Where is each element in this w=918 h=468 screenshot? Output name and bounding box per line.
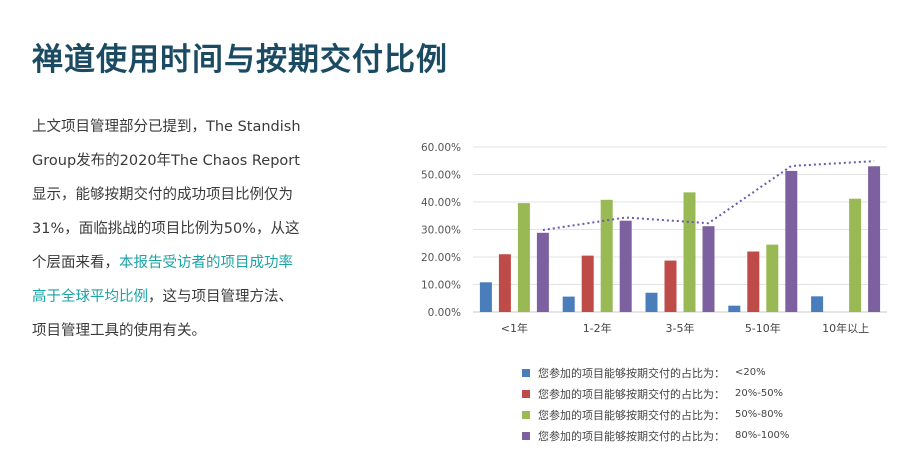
trend-line	[542, 160, 875, 232]
bar	[728, 305, 741, 312]
legend-label: 您参加的项目能够按期交付的占比为：	[538, 408, 725, 422]
x-tick-label: 3-5年	[666, 321, 695, 335]
bar	[683, 192, 696, 312]
chart-legend: 您参加的项目能够按期交付的占比为： <20% 您参加的项目能够按期交付的占比为： 20…	[522, 362, 789, 446]
legend-range: <20%	[735, 367, 766, 378]
y-tick-label: 60.00%	[421, 142, 461, 154]
legend-swatch	[522, 389, 530, 398]
legend-item: 您参加的项目能够按期交付的占比为： 20%-50%	[522, 383, 789, 404]
bar	[498, 254, 511, 312]
legend-range: 80%-100%	[735, 430, 790, 441]
paragraph-text-end: ，这与项目管理方法、项目管理工具的使用有关。	[32, 289, 293, 339]
chart-svg: 0.00% 10.00% 20.00% 30.00% 40.00% 50.00% 60.00…	[421, 142, 887, 335]
y-tick-label: 10.00%	[421, 280, 461, 292]
bar	[868, 166, 881, 312]
legend-item: 您参加的项目能够按期交付的占比为： <20%	[522, 362, 789, 383]
bar	[562, 296, 575, 312]
bar	[849, 198, 862, 312]
bar	[517, 203, 530, 312]
bar	[664, 260, 677, 312]
bar	[479, 282, 492, 312]
legend-range: 20%-50%	[735, 388, 784, 399]
bar-chart: 0.00% 10.00% 20.00% 30.00% 40.00% 50.00% 60.00…	[405, 135, 895, 344]
legend-label: 您参加的项目能够按期交付的占比为：	[538, 387, 725, 401]
x-tick-label: 10年以上	[822, 321, 869, 335]
bar	[785, 170, 798, 312]
legend-item: 您参加的项目能够按期交付的占比为： 50%-80%	[522, 404, 789, 425]
x-tick-label: <1年	[501, 321, 528, 335]
legend-swatch	[522, 368, 530, 377]
highlighted-text: 本报告受访者的项目成功率高于全球平均比例	[32, 255, 293, 305]
x-tick-label: 5-10年	[745, 321, 781, 335]
y-tick-label: 20.00%	[421, 252, 461, 264]
body-paragraph: 上文项目管理部分已提到，The Standish Group发布的2020年Th…	[32, 110, 302, 348]
y-tick-label: 30.00%	[421, 225, 461, 237]
legend-label: 您参加的项目能够按期交付的占比为：	[538, 366, 725, 380]
legend-range: 50%-80%	[735, 409, 784, 420]
bar	[581, 255, 594, 312]
y-tick-label: 40.00%	[421, 197, 461, 209]
y-tick-label: 0.00%	[428, 307, 461, 319]
bar	[747, 251, 760, 312]
bar	[645, 292, 658, 312]
legend-item: 您参加的项目能够按期交付的占比为： 80%-100%	[522, 425, 789, 446]
page-title: 禅道使用时间与按期交付比例	[32, 42, 448, 78]
legend-swatch	[522, 431, 530, 440]
bar	[600, 199, 613, 312]
y-tick-label: 50.00%	[421, 170, 461, 182]
x-tick-label: 1-2年	[583, 321, 612, 335]
bar	[536, 232, 549, 312]
paragraph-text: 上文项目管理部分已提到，The Standish Group发布的2020年Th…	[32, 119, 301, 271]
bar	[766, 244, 779, 312]
bar	[811, 296, 824, 312]
legend-label: 您参加的项目能够按期交付的占比为：	[538, 429, 725, 443]
legend-swatch	[522, 410, 530, 419]
bar	[619, 220, 632, 312]
bar	[702, 226, 715, 312]
